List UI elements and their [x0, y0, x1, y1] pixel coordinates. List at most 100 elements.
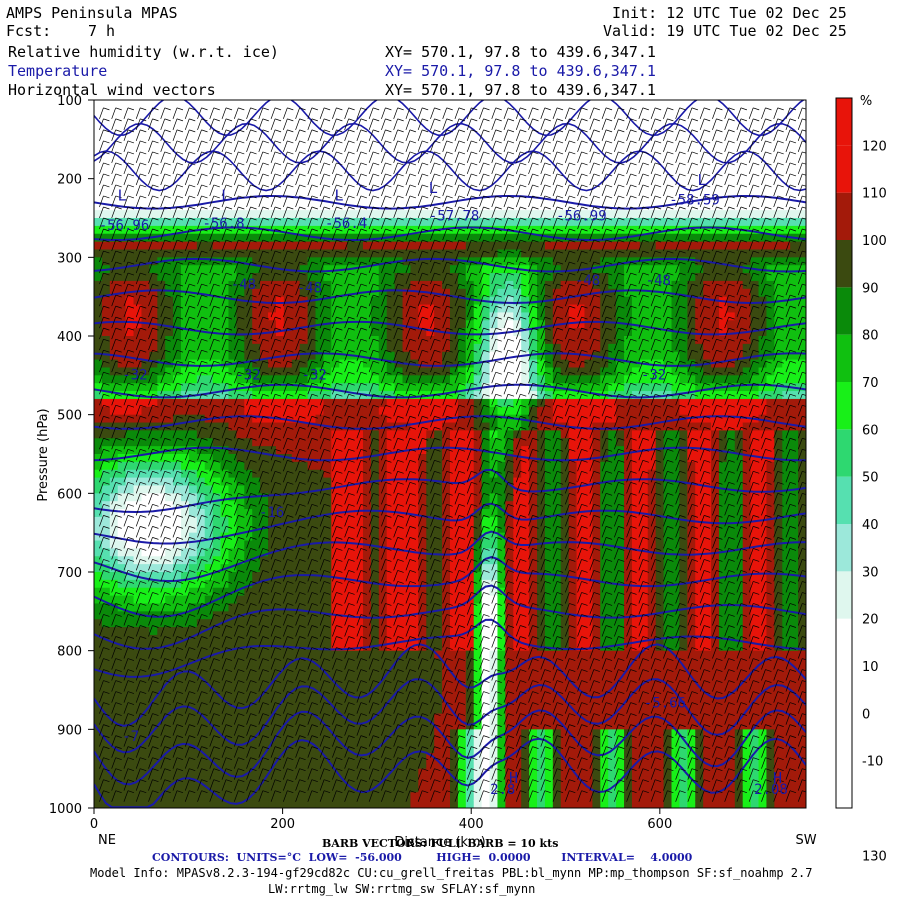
rh-cell [109, 721, 119, 730]
rh-cell [394, 572, 404, 581]
rh-cell [521, 304, 530, 313]
rh-cell [228, 477, 237, 487]
rh-cell [489, 225, 499, 235]
rh-cell [236, 257, 245, 266]
rh-cell [188, 312, 198, 321]
rh-cell [268, 493, 277, 502]
rh-cell [173, 233, 182, 243]
rh-cell [291, 800, 301, 808]
rh-cell [347, 564, 356, 573]
rh-cell [94, 493, 103, 502]
rh-cell [347, 359, 356, 369]
rh-cell [323, 642, 332, 652]
rh-cell [513, 564, 522, 573]
rh-cell [505, 241, 514, 251]
rh-cell [109, 469, 119, 479]
rh-cell [394, 406, 404, 416]
rh-cell [252, 147, 261, 156]
rh-cell [188, 320, 198, 329]
rh-cell [181, 745, 190, 754]
rh-cell [418, 320, 427, 329]
rh-cell [101, 705, 111, 715]
rh-cell [402, 367, 412, 376]
rh-cell [299, 532, 309, 542]
rh-cell [481, 768, 491, 778]
rh-cell [426, 776, 435, 785]
rh-cell [513, 469, 522, 479]
rh-cell [457, 107, 467, 117]
rh-cell [402, 587, 412, 597]
rh-cell [260, 697, 269, 707]
rh-cell [307, 603, 317, 612]
rh-cell [141, 784, 150, 793]
rh-cell [489, 139, 499, 148]
rh-cell [355, 729, 364, 738]
rh-cell [355, 501, 364, 510]
rh-cell [450, 422, 459, 431]
rh-cell [260, 391, 269, 400]
rh-cell [434, 312, 443, 321]
rh-cell [370, 524, 380, 534]
rh-cell [181, 265, 190, 274]
rh-cell [355, 225, 364, 235]
rh-cell [402, 202, 412, 211]
rh-cell [481, 312, 491, 321]
rh-cell [331, 792, 340, 801]
rh-cell [497, 619, 506, 628]
rh-cell [347, 493, 356, 502]
rh-cell [204, 768, 214, 778]
rh-cell [529, 273, 538, 282]
rh-cell [473, 650, 483, 660]
rh-cell [426, 430, 435, 439]
rh-cell [252, 721, 261, 730]
rh-cell [362, 225, 372, 235]
rh-cell [386, 265, 396, 274]
rh-cell [268, 572, 277, 581]
rh-cell [252, 509, 261, 518]
rh-cell [252, 768, 261, 778]
rh-cell [307, 800, 317, 808]
rh-cell [362, 697, 372, 707]
rh-cell [220, 682, 230, 691]
rh-cell [212, 524, 222, 534]
rh-cell [157, 745, 166, 754]
rh-cell [418, 336, 427, 345]
rh-cell [473, 155, 483, 164]
rh-cell [268, 194, 277, 203]
rh-cell [339, 485, 348, 494]
rh-cell [418, 304, 427, 313]
rh-cell [157, 406, 166, 416]
rh-cell [505, 477, 514, 487]
rh-cell [204, 320, 214, 329]
rh-cell [529, 336, 538, 345]
rh-cell [450, 406, 459, 416]
rh-cell [220, 391, 230, 400]
rh-cell [212, 100, 222, 109]
rh-cell [307, 343, 317, 353]
rh-cell [165, 162, 174, 172]
rh-cell [94, 320, 103, 329]
rh-cell [378, 642, 388, 652]
rh-cell [196, 422, 206, 431]
rh-cell [457, 682, 467, 691]
rh-cell [497, 524, 506, 534]
rh-cell [299, 524, 309, 534]
rh-cell [529, 170, 538, 180]
rh-cell [307, 328, 317, 337]
rh-cell [370, 713, 380, 723]
rh-cell [244, 721, 253, 730]
rh-cell [275, 123, 285, 133]
rh-cell [204, 162, 214, 172]
rh-cell [450, 414, 459, 424]
rh-cell [299, 320, 309, 329]
rh-cell [125, 745, 135, 754]
rh-cell [362, 776, 372, 785]
rh-cell [188, 107, 198, 117]
rh-cell [173, 556, 182, 565]
rh-cell [434, 100, 443, 109]
rh-cell [513, 115, 522, 125]
rh-cell [505, 737, 514, 746]
rh-cell [173, 312, 182, 321]
rh-cell [125, 233, 135, 243]
rh-cell [236, 587, 245, 597]
